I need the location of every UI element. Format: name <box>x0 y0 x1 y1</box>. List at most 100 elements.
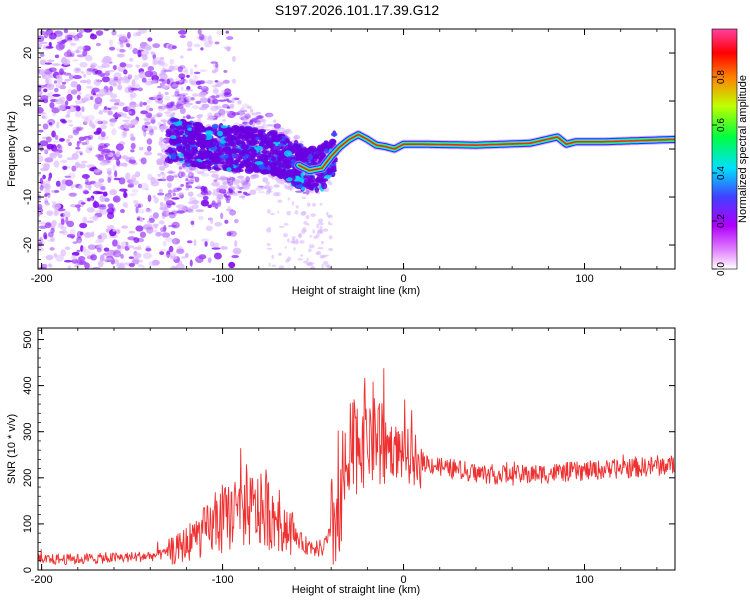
spectrogram-noise-blob <box>92 266 101 269</box>
spectrogram-y-tick-label: 0 <box>22 146 34 152</box>
spectrogram-cone-blob <box>240 107 245 113</box>
spectrogram-cone-blob <box>158 78 165 82</box>
spectrogram-noise-blob <box>165 237 174 242</box>
spectrogram-noise-blob <box>193 43 201 48</box>
spectrogram-noise-blob <box>68 32 77 36</box>
spectrogram-ridge-blob <box>259 153 265 159</box>
spectrogram-noise-blob <box>199 69 208 72</box>
spectrogram-ridge-blob <box>251 128 258 133</box>
spectrogram-noise-blob <box>44 163 49 172</box>
spectrogram-noise-blob <box>75 126 84 131</box>
spectrogram-noise-blob <box>180 55 184 59</box>
spectrogram-background <box>38 29 675 269</box>
spectrogram-cone-blob <box>221 114 225 118</box>
spectrogram-y-tick-label: 20 <box>22 47 34 59</box>
spectrogram-cone-blob <box>159 201 164 206</box>
spectrogram-y-tick-label: -20 <box>22 237 34 253</box>
spectrogram-tail-blob <box>327 264 331 269</box>
spectrogram-noise-blob <box>121 131 127 139</box>
spectrogram-ridge-blob <box>220 140 226 144</box>
spectrogram-tail-blob <box>297 258 304 261</box>
spectrogram-tail-blob <box>286 210 292 216</box>
spectrogram-noise-blob <box>135 225 144 232</box>
spectrogram-cone-blob <box>284 130 289 135</box>
spectrogram-noise-blob <box>215 63 219 68</box>
spectrogram-noise-blob <box>103 197 110 202</box>
spectrogram-tail-blob <box>306 257 309 263</box>
spectrogram-noise-blob <box>93 181 102 188</box>
spectrogram-cone-blob <box>231 112 240 116</box>
spectrogram-cone-blob <box>222 181 228 186</box>
spectrogram-tail-blob <box>319 202 323 206</box>
spectrogram-tail-blob <box>317 229 321 233</box>
spectrogram-y-tick-label: 10 <box>22 95 34 107</box>
spectrogram-cone-blob <box>178 170 182 176</box>
spectrogram-ridge-blob <box>323 140 329 145</box>
spectrogram-tail-blob <box>311 266 316 269</box>
snr-y-tick-label: 500 <box>22 330 34 348</box>
spectrogram-noise-blob <box>97 260 104 268</box>
spectrogram-ridge-blob <box>211 123 219 130</box>
spectrogram-ridge-blob <box>227 135 232 139</box>
spectrogram-cone-blob <box>208 170 217 174</box>
spectrogram-noise-blob <box>194 64 198 68</box>
spectrogram-cone-blob <box>233 179 240 186</box>
spectrogram-x-tick-label: 100 <box>575 273 593 285</box>
spectrogram-ridge-blob <box>216 130 224 137</box>
spectrogram-noise-blob <box>148 261 157 267</box>
spectrogram-noise-blob <box>127 184 135 188</box>
spectrogram-noise-blob <box>67 134 74 139</box>
spectrogram-noise-blob <box>117 40 126 46</box>
spectrogram-ridge-blob <box>240 129 249 134</box>
spectrogram-noise-blob <box>71 165 77 172</box>
spectrogram-noise-blob <box>65 179 74 187</box>
spectrogram-noise-blob <box>52 112 56 117</box>
spectrogram-noise-blob <box>137 183 143 189</box>
spectrogram-noise-blob <box>59 183 67 191</box>
spectrogram-cone-blob <box>237 100 242 105</box>
spectrogram-cone-blob <box>186 95 192 102</box>
spectrogram-noise-blob <box>143 151 153 156</box>
spectrogram-noise-blob <box>84 54 93 62</box>
spectrogram-cone-blob <box>163 69 172 73</box>
spectrogram-noise-blob <box>139 231 147 238</box>
spectrogram-tail-blob <box>321 255 327 259</box>
spectrogram-tail-blob <box>303 220 308 225</box>
spectrogram-tail-blob <box>319 229 323 233</box>
spectrogram-noise-blob <box>125 241 129 246</box>
spectrogram-tail-blob <box>305 214 310 220</box>
spectrogram-ridge-blob <box>283 150 293 157</box>
spectrogram-noise-blob <box>84 181 93 186</box>
spectrogram-noise-blob <box>146 145 152 152</box>
spectrogram-noise-blob <box>40 263 48 269</box>
spectrogram-cone-blob <box>217 99 227 102</box>
spectrogram-noise-blob <box>162 240 167 247</box>
spectrogram-noise-blob <box>41 73 46 79</box>
spectrogram-noise-blob <box>123 112 127 119</box>
spectrogram-noise-blob <box>77 206 81 212</box>
spectrogram-noise-blob <box>67 265 72 269</box>
spectrogram-noise-blob <box>51 130 56 138</box>
spectrogram-noise-blob <box>80 231 84 236</box>
spectrogram-noise-blob <box>111 207 116 212</box>
spectrogram-noise-blob <box>176 248 185 255</box>
spectrogram-noise-blob <box>60 218 65 225</box>
spectrogram-noise-blob <box>124 86 131 94</box>
spectrogram-noise-blob <box>58 96 66 103</box>
spectrogram-noise-blob <box>123 190 127 198</box>
spectrogram-noise-blob <box>114 170 118 178</box>
spectrogram-noise-blob <box>103 142 110 147</box>
spectrogram-noise-blob <box>71 89 78 95</box>
spectrogram-noise-blob <box>86 114 95 121</box>
spectrogram-cone-blob <box>192 74 199 81</box>
spectrogram-noise-blob <box>93 168 101 173</box>
spectrogram-noise-blob <box>47 239 55 243</box>
spectrogram-noise-blob <box>38 42 43 49</box>
spectrogram-ridge-blob <box>205 144 210 150</box>
spectrogram-ridge-blob <box>179 147 186 154</box>
snr-series-line <box>38 368 675 565</box>
spectrogram-noise-blob <box>137 50 142 58</box>
spectrogram-noise-blob <box>70 80 78 88</box>
spectrogram-ridge-blob <box>210 153 217 161</box>
